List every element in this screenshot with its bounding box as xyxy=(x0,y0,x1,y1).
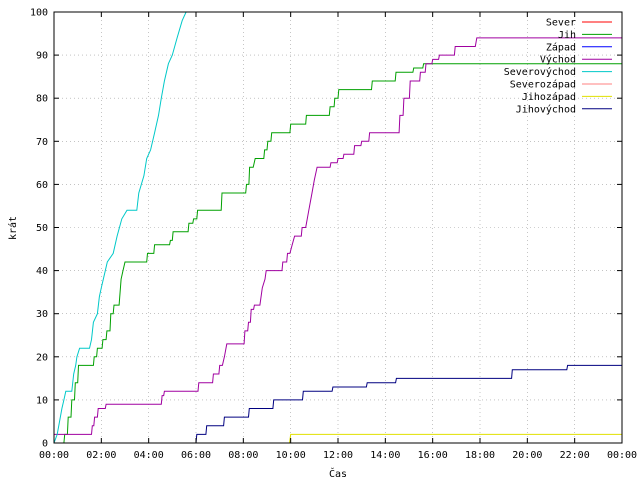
legend-label: Jihozápad xyxy=(522,91,576,103)
y-tick-label: 30 xyxy=(36,309,48,320)
x-tick-label: 16:00 xyxy=(418,450,448,461)
series-line-4 xyxy=(53,11,187,444)
y-tick-label: 10 xyxy=(36,395,48,406)
x-tick-label: 06:00 xyxy=(181,450,211,461)
legend-label: Východ xyxy=(540,54,576,66)
legend: SeverJihZápadVýchodSeverovýchodSeverozáp… xyxy=(504,18,612,115)
y-axis: 0 10 20 30 40 50 60 70 80 90 100 xyxy=(30,8,622,450)
x-tick-label: 14:00 xyxy=(370,450,400,461)
y-tick-label: 60 xyxy=(36,180,48,191)
y-tick-label: 70 xyxy=(36,137,48,148)
y-tick-label: 100 xyxy=(30,8,48,19)
x-tick-label: 20:00 xyxy=(512,450,542,461)
x-tick-label: 18:00 xyxy=(465,450,495,461)
x-axis-label: Čas xyxy=(329,467,347,480)
y-tick-label: 40 xyxy=(36,266,48,277)
y-axis-label: krát xyxy=(7,216,19,240)
x-tick-label: 02:00 xyxy=(86,450,116,461)
series-line-1 xyxy=(54,63,622,444)
series-line-3 xyxy=(54,37,622,435)
legend-label: Sever xyxy=(546,18,576,29)
x-tick-label: 00:00 xyxy=(39,450,69,461)
legend-label: Jih xyxy=(558,30,576,41)
legend-label: Severozápad xyxy=(510,79,576,91)
legend-label: Severovýchod xyxy=(504,66,576,78)
legend-label: Západ xyxy=(546,41,576,53)
legend-label: Jihovýchod xyxy=(516,103,576,115)
x-tick-label: 22:00 xyxy=(560,450,590,461)
y-tick-label: 90 xyxy=(36,51,48,62)
x-tick-label: 00:00 xyxy=(607,450,637,461)
series-line-7 xyxy=(54,364,622,444)
y-tick-label: 20 xyxy=(36,352,48,363)
y-tick-label: 0 xyxy=(42,439,48,450)
x-tick-label: 04:00 xyxy=(134,450,164,461)
x-tick-label: 12:00 xyxy=(323,450,353,461)
y-tick-label: 50 xyxy=(36,223,48,234)
y-tick-label: 80 xyxy=(36,94,48,105)
x-axis: 00:00 02:00 04:00 06:00 08:00 10:00 12:00 14:00… xyxy=(39,12,637,461)
x-tick-label: 08:00 xyxy=(228,450,258,461)
x-tick-label: 10:00 xyxy=(276,450,306,461)
